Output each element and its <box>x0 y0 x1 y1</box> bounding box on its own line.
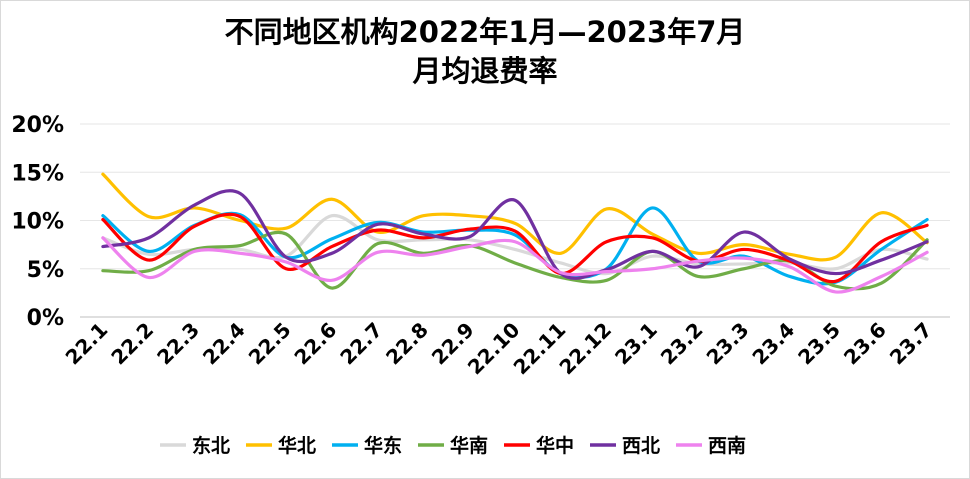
chart-title: 不同地区机构2022年1月—2023年7月 <box>224 15 746 49</box>
legend: 东北 华北 华东 华南 华中 西北 西南 <box>160 434 746 457</box>
x-tick-label: 23.2 <box>656 318 708 370</box>
x-tick-label: 23.4 <box>747 318 799 370</box>
x-tick-label: 22.3 <box>152 318 204 370</box>
y-tick-label: 5% <box>27 258 64 283</box>
series-line-3 <box>101 206 929 286</box>
x-tick-label: 23.3 <box>702 318 754 370</box>
legend-label: 东北 <box>192 434 230 457</box>
legend-label: 华东 <box>364 434 402 457</box>
x-tick-label: 22.8 <box>381 318 433 370</box>
x-axis-ticks: 22.122.222.322.422.522.622.722.822.922.1… <box>61 318 937 380</box>
y-tick-label: 15% <box>11 161 64 186</box>
x-tick-label: 22.1 <box>61 318 113 370</box>
series-line-6 <box>101 189 929 280</box>
x-tick-label: 22.6 <box>290 318 342 370</box>
series-line-7 <box>101 236 929 294</box>
legend-label: 华中 <box>536 434 574 457</box>
y-tick-label: 0% <box>27 306 64 331</box>
y-axis-ticks: 0% 5% 10% 15% 20% <box>11 113 64 331</box>
legend-label: 西南 <box>708 435 746 457</box>
legend-label: 西北 <box>622 435 660 457</box>
series-line-1 <box>101 214 929 276</box>
series-line-5 <box>101 212 929 284</box>
legend-label: 华北 <box>278 434 316 457</box>
x-tick-label: 22.4 <box>198 318 250 370</box>
x-tick-label: 23.6 <box>839 318 891 370</box>
x-tick-label: 22.2 <box>106 318 158 370</box>
series-line-2 <box>101 172 929 262</box>
x-tick-label: 23.7 <box>885 318 937 370</box>
series-lines <box>101 172 929 294</box>
x-tick-label: 23.5 <box>793 318 845 370</box>
chart-subtitle: 月均退费率 <box>412 54 558 88</box>
x-tick-label: 22.12 <box>554 318 616 380</box>
y-tick-label: 10% <box>11 210 64 235</box>
legend-label: 华南 <box>450 434 488 457</box>
x-tick-label: 23.1 <box>610 318 662 370</box>
y-tick-label: 20% <box>11 113 64 138</box>
x-tick-label: 22.5 <box>244 318 296 370</box>
x-tick-label: 22.7 <box>335 318 387 370</box>
